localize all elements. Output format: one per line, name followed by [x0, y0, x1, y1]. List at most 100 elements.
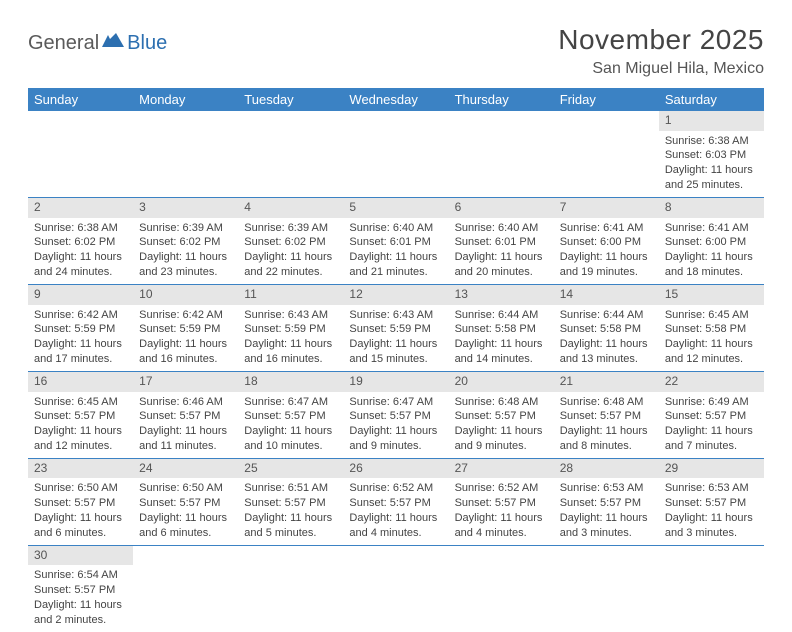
day-detail-line: Sunset: 6:02 PM: [139, 235, 232, 250]
day-detail-line: and 7 minutes.: [665, 439, 758, 454]
day-detail-line: Daylight: 11 hours: [139, 424, 232, 439]
day-detail-line: Daylight: 11 hours: [455, 337, 548, 352]
calendar-body: 1Sunrise: 6:38 AMSunset: 6:03 PMDaylight…: [28, 111, 764, 632]
day-number: 7: [554, 198, 659, 218]
calendar-cell-empty: [449, 111, 554, 197]
day-number: 27: [449, 459, 554, 479]
day-detail-line: and 25 minutes.: [665, 178, 758, 193]
day-detail-line: Sunrise: 6:48 AM: [455, 395, 548, 410]
day-detail-line: and 14 minutes.: [455, 352, 548, 367]
day-detail-line: Daylight: 11 hours: [349, 511, 442, 526]
day-detail-line: and 22 minutes.: [244, 265, 337, 280]
calendar-cell: 7Sunrise: 6:41 AMSunset: 6:00 PMDaylight…: [554, 197, 659, 284]
day-detail-line: Sunrise: 6:47 AM: [244, 395, 337, 410]
day-detail-line: Daylight: 11 hours: [349, 424, 442, 439]
day-detail-line: Daylight: 11 hours: [139, 511, 232, 526]
day-detail-line: Daylight: 11 hours: [244, 337, 337, 352]
calendar-cell: 2Sunrise: 6:38 AMSunset: 6:02 PMDaylight…: [28, 197, 133, 284]
day-detail-line: Sunset: 5:57 PM: [349, 409, 442, 424]
day-detail-line: Sunset: 5:57 PM: [244, 409, 337, 424]
day-details: Sunrise: 6:48 AMSunset: 5:57 PMDaylight:…: [554, 392, 659, 458]
day-detail-line: Sunset: 5:58 PM: [665, 322, 758, 337]
day-detail-line: and 21 minutes.: [349, 265, 442, 280]
day-number: 16: [28, 372, 133, 392]
calendar-cell: 8Sunrise: 6:41 AMSunset: 6:00 PMDaylight…: [659, 197, 764, 284]
day-detail-line: and 6 minutes.: [34, 526, 127, 541]
day-details: Sunrise: 6:38 AMSunset: 6:03 PMDaylight:…: [659, 131, 764, 197]
day-detail-line: Sunset: 5:57 PM: [244, 496, 337, 511]
day-detail-line: Sunset: 5:57 PM: [665, 496, 758, 511]
calendar-cell: 19Sunrise: 6:47 AMSunset: 5:57 PMDayligh…: [343, 371, 448, 458]
day-detail-line: Sunrise: 6:39 AM: [139, 221, 232, 236]
calendar-cell: 16Sunrise: 6:45 AMSunset: 5:57 PMDayligh…: [28, 371, 133, 458]
day-number: 13: [449, 285, 554, 305]
day-number: 14: [554, 285, 659, 305]
day-detail-line: Sunrise: 6:50 AM: [34, 481, 127, 496]
calendar-cell-empty: [133, 111, 238, 197]
day-detail-line: Sunset: 5:57 PM: [349, 496, 442, 511]
day-number: 15: [659, 285, 764, 305]
day-detail-line: Daylight: 11 hours: [560, 337, 653, 352]
day-number: 23: [28, 459, 133, 479]
day-number: 21: [554, 372, 659, 392]
header: General Blue November 2025 San Miguel Hi…: [28, 24, 764, 78]
day-detail-line: and 16 minutes.: [139, 352, 232, 367]
day-details: Sunrise: 6:52 AMSunset: 5:57 PMDaylight:…: [343, 478, 448, 544]
day-details: Sunrise: 6:51 AMSunset: 5:57 PMDaylight:…: [238, 478, 343, 544]
calendar-cell-empty: [238, 545, 343, 631]
day-detail-line: Daylight: 11 hours: [349, 337, 442, 352]
calendar-cell: 18Sunrise: 6:47 AMSunset: 5:57 PMDayligh…: [238, 371, 343, 458]
day-detail-line: Sunrise: 6:51 AM: [244, 481, 337, 496]
calendar-row: 30Sunrise: 6:54 AMSunset: 5:57 PMDayligh…: [28, 545, 764, 631]
day-details: Sunrise: 6:40 AMSunset: 6:01 PMDaylight:…: [449, 218, 554, 284]
calendar-cell: 25Sunrise: 6:51 AMSunset: 5:57 PMDayligh…: [238, 458, 343, 545]
day-number: 24: [133, 459, 238, 479]
day-details: Sunrise: 6:48 AMSunset: 5:57 PMDaylight:…: [449, 392, 554, 458]
calendar-cell: 13Sunrise: 6:44 AMSunset: 5:58 PMDayligh…: [449, 284, 554, 371]
day-detail-line: Sunrise: 6:52 AM: [455, 481, 548, 496]
day-details: Sunrise: 6:43 AMSunset: 5:59 PMDaylight:…: [238, 305, 343, 371]
day-detail-line: Sunrise: 6:38 AM: [34, 221, 127, 236]
day-detail-line: Daylight: 11 hours: [349, 250, 442, 265]
day-detail-line: Daylight: 11 hours: [34, 250, 127, 265]
day-detail-line: Sunset: 5:57 PM: [139, 409, 232, 424]
calendar-cell: 30Sunrise: 6:54 AMSunset: 5:57 PMDayligh…: [28, 545, 133, 631]
day-detail-line: Sunrise: 6:43 AM: [349, 308, 442, 323]
day-details: Sunrise: 6:46 AMSunset: 5:57 PMDaylight:…: [133, 392, 238, 458]
calendar-cell: 6Sunrise: 6:40 AMSunset: 6:01 PMDaylight…: [449, 197, 554, 284]
day-number: 11: [238, 285, 343, 305]
day-details: Sunrise: 6:42 AMSunset: 5:59 PMDaylight:…: [28, 305, 133, 371]
flag-icon: [102, 33, 124, 54]
calendar-cell: 1Sunrise: 6:38 AMSunset: 6:03 PMDaylight…: [659, 111, 764, 197]
weekday-header: Friday: [554, 88, 659, 111]
day-detail-line: and 18 minutes.: [665, 265, 758, 280]
day-detail-line: Daylight: 11 hours: [34, 337, 127, 352]
day-detail-line: Sunset: 5:57 PM: [34, 409, 127, 424]
calendar-row: 2Sunrise: 6:38 AMSunset: 6:02 PMDaylight…: [28, 197, 764, 284]
day-detail-line: Sunrise: 6:45 AM: [665, 308, 758, 323]
day-number: 4: [238, 198, 343, 218]
title-block: November 2025 San Miguel Hila, Mexico: [558, 24, 764, 78]
day-detail-line: Sunrise: 6:54 AM: [34, 568, 127, 583]
day-detail-line: Daylight: 11 hours: [665, 424, 758, 439]
day-detail-line: and 13 minutes.: [560, 352, 653, 367]
day-detail-line: Sunset: 5:57 PM: [455, 409, 548, 424]
day-detail-line: and 12 minutes.: [665, 352, 758, 367]
weekday-header: Saturday: [659, 88, 764, 111]
day-detail-line: Daylight: 11 hours: [455, 424, 548, 439]
day-details: Sunrise: 6:41 AMSunset: 6:00 PMDaylight:…: [659, 218, 764, 284]
calendar-row: 23Sunrise: 6:50 AMSunset: 5:57 PMDayligh…: [28, 458, 764, 545]
day-detail-line: Sunrise: 6:40 AM: [349, 221, 442, 236]
calendar-cell-empty: [28, 111, 133, 197]
calendar-cell: 11Sunrise: 6:43 AMSunset: 5:59 PMDayligh…: [238, 284, 343, 371]
day-detail-line: Sunrise: 6:38 AM: [665, 134, 758, 149]
day-detail-line: Sunrise: 6:49 AM: [665, 395, 758, 410]
calendar-cell: 14Sunrise: 6:44 AMSunset: 5:58 PMDayligh…: [554, 284, 659, 371]
day-detail-line: Sunrise: 6:53 AM: [560, 481, 653, 496]
day-detail-line: Sunset: 5:58 PM: [455, 322, 548, 337]
calendar-cell-empty: [343, 545, 448, 631]
day-details: Sunrise: 6:44 AMSunset: 5:58 PMDaylight:…: [554, 305, 659, 371]
calendar-cell: 12Sunrise: 6:43 AMSunset: 5:59 PMDayligh…: [343, 284, 448, 371]
day-detail-line: and 19 minutes.: [560, 265, 653, 280]
calendar-cell: 3Sunrise: 6:39 AMSunset: 6:02 PMDaylight…: [133, 197, 238, 284]
